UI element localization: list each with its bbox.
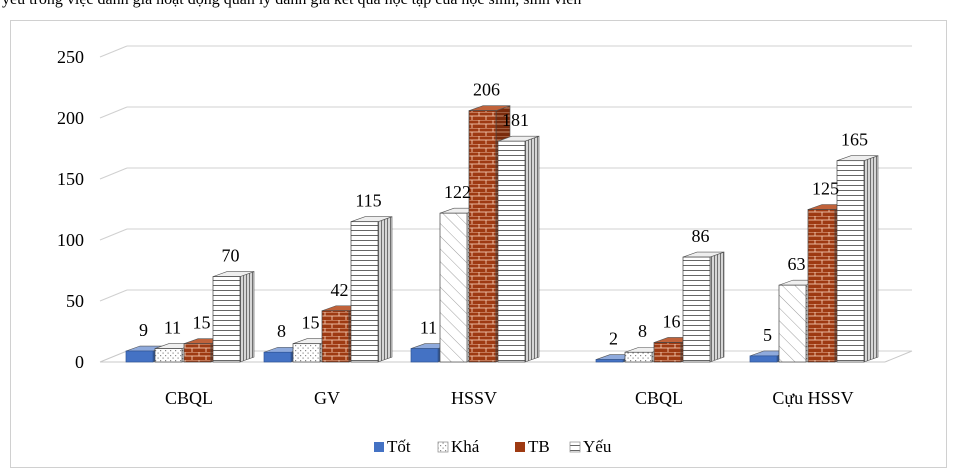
bar-front xyxy=(595,359,624,363)
bar-front xyxy=(154,348,183,363)
data-label: 15 xyxy=(302,313,320,333)
y-tick-label: 0 xyxy=(75,352,84,372)
data-label: 5 xyxy=(763,325,772,345)
bar-front xyxy=(212,276,241,363)
bar-side xyxy=(863,155,879,363)
legend-item-yeu: Yếu xyxy=(569,437,612,456)
data-label: 16 xyxy=(663,311,681,331)
data-label: 70 xyxy=(222,246,240,266)
bar-yeu-cbql-3 xyxy=(682,251,725,363)
bar-front xyxy=(836,160,865,363)
data-label: 8 xyxy=(638,321,647,341)
data-label: 206 xyxy=(473,80,500,100)
bar-yeu-cbql-0 xyxy=(212,271,255,363)
data-label: 86 xyxy=(692,226,710,246)
y-tick-label: 50 xyxy=(66,291,84,311)
legend-swatch xyxy=(569,441,581,453)
legend-swatch xyxy=(515,442,525,452)
data-label: 9 xyxy=(139,320,148,340)
bar-front xyxy=(292,343,321,363)
x-category-label: HSSV xyxy=(451,388,497,408)
bar-front xyxy=(321,310,350,363)
bar-front xyxy=(653,342,682,363)
floor-edge xyxy=(99,350,128,363)
bar-side xyxy=(239,271,255,363)
legend-label: TB xyxy=(528,437,550,456)
legend-item-tot: Tốt xyxy=(374,437,411,456)
legend-swatch xyxy=(374,442,384,452)
bar-yeu-hssv-2 xyxy=(497,135,540,363)
data-label: 15 xyxy=(193,313,211,333)
data-label: 42 xyxy=(331,280,349,300)
gridline-side xyxy=(99,289,128,302)
bar-side xyxy=(524,135,540,363)
data-label: 63 xyxy=(788,254,806,274)
data-label: 165 xyxy=(841,130,868,150)
data-label: 115 xyxy=(355,191,381,211)
bar-front xyxy=(682,256,711,363)
data-label: 122 xyxy=(444,182,471,202)
y-tick-label: 100 xyxy=(57,230,84,250)
bar-front xyxy=(749,355,778,363)
data-label: 125 xyxy=(812,179,839,199)
x-category-label: Cựu HSSV xyxy=(772,388,853,408)
y-tick-label: 250 xyxy=(57,47,84,67)
bar-front xyxy=(263,351,292,363)
bar-front xyxy=(624,351,653,363)
gridline-side xyxy=(99,228,128,241)
y-tick-label: 150 xyxy=(57,169,84,189)
bar-front xyxy=(350,221,379,363)
legend-item-kha: Khá xyxy=(437,437,480,456)
data-label: 11 xyxy=(420,318,437,338)
bar-side xyxy=(377,216,393,363)
bar-front xyxy=(497,140,526,363)
legend-swatch xyxy=(437,441,449,453)
x-category-label: CBQL xyxy=(165,388,213,408)
data-label: 8 xyxy=(277,321,286,341)
bar-front xyxy=(807,209,836,363)
bar-front xyxy=(125,350,154,363)
data-label: 11 xyxy=(164,318,181,338)
legend-label: Tốt xyxy=(387,437,411,456)
bar-front xyxy=(468,110,497,363)
data-label: 181 xyxy=(502,110,529,130)
x-category-label: GV xyxy=(314,388,340,408)
caption-text-cropped: yếu trong việc đánh giá hoạt động quản l… xyxy=(0,0,957,12)
legend-label: Khá xyxy=(451,437,480,456)
bar-yeu-cuu-hssv-4 xyxy=(836,155,879,363)
gridline-side xyxy=(99,106,128,119)
bar-front xyxy=(410,348,439,363)
gridline-side xyxy=(99,45,128,58)
bar-front xyxy=(778,284,807,363)
legend-label: Yếu xyxy=(583,437,612,456)
gridline-side xyxy=(99,167,128,180)
bar-side xyxy=(709,251,725,363)
floor-right-edge xyxy=(884,350,913,363)
bar-yeu-gv-1 xyxy=(350,216,393,363)
x-category-label: CBQL xyxy=(635,388,683,408)
y-tick-label: 200 xyxy=(57,108,84,128)
bar-front xyxy=(183,343,212,363)
legend-item-tb: TB xyxy=(515,437,550,456)
data-label: 2 xyxy=(609,329,618,349)
bar-front xyxy=(439,212,468,363)
